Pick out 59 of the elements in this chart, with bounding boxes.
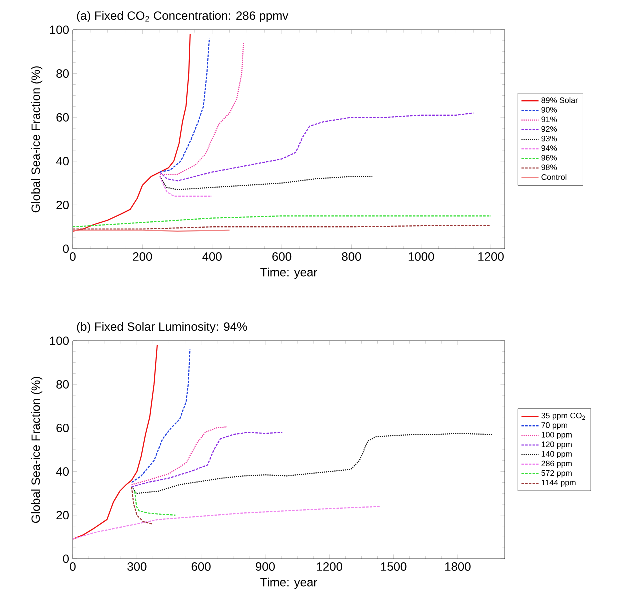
- x-tick-label: 300: [128, 562, 147, 572]
- legend-label: 140 ppm: [542, 451, 572, 459]
- y-tick-label: 40: [56, 468, 70, 476]
- x-tick-label: 400: [202, 252, 222, 262]
- y-tick-label: 60: [56, 113, 70, 122]
- y-tick-label: 80: [56, 70, 70, 78]
- y-tick-label: 100: [50, 336, 69, 346]
- x-axis-title: Time: year: [260, 268, 318, 280]
- y-axis-title: Global Sea-ice Fraction (%): [31, 377, 43, 524]
- legend-label: 94%: [542, 146, 558, 152]
- y-tick-label: 80: [56, 380, 70, 389]
- line-series: [131, 433, 493, 494]
- y-axis-title: Global Sea-ice Fraction (%): [31, 66, 43, 213]
- legend-label: 89% Solar: [542, 97, 578, 104]
- legend-label: 1144 ppm: [542, 480, 576, 488]
- chart-title: (b) Fixed Solar Luminosity: 94%: [77, 322, 248, 334]
- line-series: [160, 176, 374, 190]
- x-tick-label: 1000: [408, 252, 434, 262]
- legend-label: 35 ppm CO$_{2}$: [542, 412, 586, 420]
- x-tick-label: 1200: [478, 252, 504, 262]
- x-tick-label: 800: [342, 252, 362, 262]
- x-tick-label: 1500: [381, 562, 407, 572]
- y-tick-label: 20: [56, 511, 70, 520]
- x-axis-title: Time: year: [260, 578, 318, 590]
- line-series: [131, 349, 191, 484]
- y-tick-label: 40: [56, 157, 70, 166]
- legend-label: Control: [542, 174, 567, 180]
- legend-label: 286 ppm: [542, 460, 572, 468]
- legend-label: 100 ppm: [542, 432, 572, 440]
- y-tick-label: 0: [63, 554, 70, 564]
- x-tick-label: 200: [133, 252, 152, 262]
- line-series: [131, 432, 284, 488]
- y-tick-label: 20: [56, 200, 70, 210]
- legend-label: 98%: [542, 164, 558, 170]
- legend-label: 572 ppm: [542, 470, 572, 478]
- line-series: [134, 490, 176, 516]
- line-series: [73, 34, 191, 232]
- line-series: [131, 486, 153, 525]
- line-series: [160, 38, 210, 173]
- x-tick-label: 1800: [446, 562, 471, 572]
- line-series: [131, 426, 228, 486]
- legend-label: 92%: [542, 126, 558, 132]
- legend-label: 96%: [542, 155, 558, 161]
- x-tick-label: 1200: [317, 562, 343, 572]
- legend-label: 91%: [542, 116, 558, 122]
- line-series: [73, 344, 158, 540]
- legend-label: 120 ppm: [542, 442, 572, 449]
- x-tick-label: 900: [256, 562, 276, 572]
- x-tick-label: 0: [70, 562, 76, 572]
- legend-label: 70 ppm: [542, 422, 568, 430]
- y-tick-label: 60: [56, 424, 70, 432]
- y-tick-label: 0: [63, 244, 70, 254]
- x-tick-label: 600: [192, 562, 211, 572]
- x-tick-label: 600: [272, 252, 292, 262]
- x-tick-label: 0: [70, 252, 76, 262]
- legend-label: 90%: [542, 107, 558, 113]
- y-tick-label: 100: [50, 26, 69, 34]
- legend-label: 93%: [542, 136, 558, 142]
- chart-title: (a) Fixed CO$_{2}$ Concentration: 286 ppmv: [77, 11, 289, 22]
